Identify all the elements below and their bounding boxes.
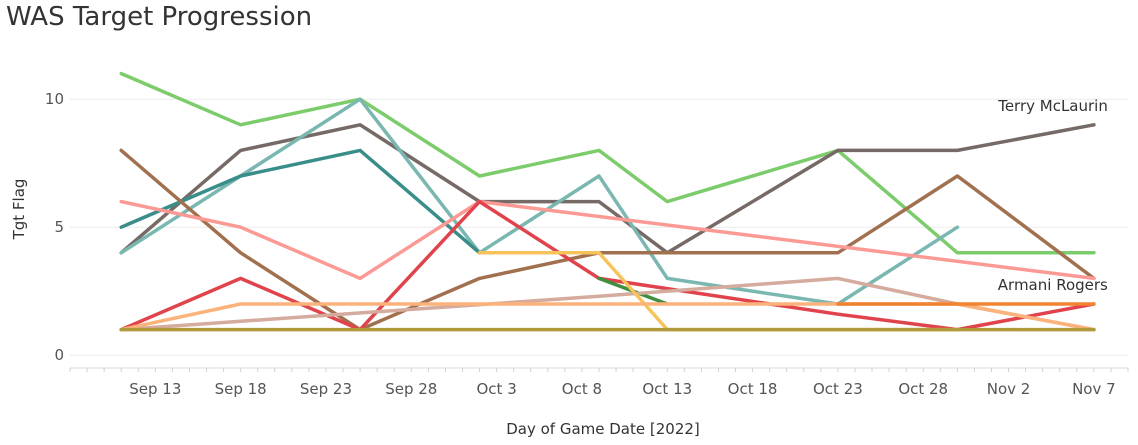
series-line-7 bbox=[119, 199, 1096, 332]
series-annotations: Terry McLaurin Armani Rogers bbox=[997, 97, 1108, 294]
axes: 0 5 10 Sep 13 Sep 18 Sep 23 Sep 28 Oct 3 Oct 8 Oc… bbox=[45, 90, 1129, 398]
x-tick-label: Oct 23 bbox=[813, 380, 863, 398]
series-line-2 bbox=[119, 123, 1096, 255]
y-tick-label: 10 bbox=[45, 90, 64, 108]
x-tick-label: Oct 28 bbox=[898, 380, 948, 398]
series-line-1 bbox=[119, 71, 1096, 255]
x-tick-label: Sep 13 bbox=[129, 380, 181, 398]
x-tick-label: Oct 18 bbox=[728, 380, 778, 398]
x-tick-label: Sep 18 bbox=[215, 380, 267, 398]
series-line-3 bbox=[119, 97, 960, 306]
gridlines bbox=[70, 98, 1128, 356]
x-tick-label: Oct 13 bbox=[642, 380, 692, 398]
x-tick-label: Nov 2 bbox=[987, 380, 1031, 398]
x-tick-label: Oct 8 bbox=[562, 380, 602, 398]
series-label: Armani Rogers bbox=[998, 276, 1108, 294]
series-label: Terry McLaurin bbox=[997, 97, 1108, 115]
y-tick-label: 5 bbox=[54, 218, 64, 236]
y-axis-title: Tgt Flag bbox=[10, 179, 28, 241]
series-line-6 bbox=[119, 199, 1096, 281]
x-tick-label: Nov 7 bbox=[1072, 380, 1116, 398]
chart-title: WAS Target Progression bbox=[6, 2, 313, 32]
x-axis-title: Day of Game Date [2022] bbox=[506, 420, 700, 438]
x-tick-label: Sep 28 bbox=[385, 380, 437, 398]
y-tick-label: 0 bbox=[54, 346, 64, 364]
x-tick-label: Oct 3 bbox=[476, 380, 516, 398]
x-tick-label: Sep 23 bbox=[300, 380, 352, 398]
series-lines bbox=[119, 71, 1096, 332]
series-line-11 bbox=[119, 302, 1096, 332]
